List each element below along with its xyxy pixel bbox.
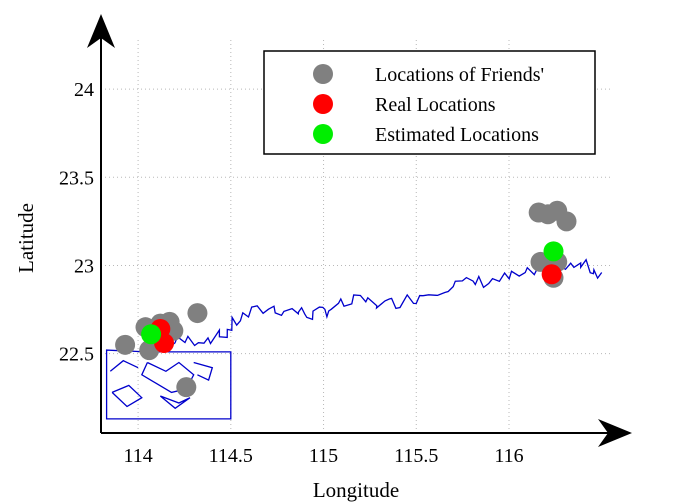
y-tick-label: 24 xyxy=(74,79,94,101)
coastline-main xyxy=(165,258,603,349)
friend-location-point xyxy=(556,211,577,232)
friend-location-point xyxy=(139,340,160,361)
x-tick-label: 114.5 xyxy=(209,445,253,467)
y-tick-label: 23 xyxy=(74,255,94,277)
grid-lines xyxy=(101,40,612,433)
y-tick-label: 23.5 xyxy=(59,167,94,189)
x-tick-label: 114 xyxy=(123,445,152,467)
legend-marker-friends xyxy=(313,64,333,84)
x-axis-arrowhead xyxy=(598,419,632,447)
data-points xyxy=(115,200,577,398)
coastline-saikung xyxy=(193,361,214,382)
coastline-hk-boundary xyxy=(105,349,232,420)
legend-marker-real xyxy=(313,94,333,114)
coastline-tuen-mun xyxy=(109,359,139,372)
friend-location-point xyxy=(176,377,197,398)
x-tick-label: 116 xyxy=(494,445,523,467)
y-tick-label: 22.5 xyxy=(59,344,94,366)
legend-label-friends: Locations of Friends' xyxy=(375,64,544,86)
coastline-island-west xyxy=(111,384,143,408)
legend-label-real: Real Locations xyxy=(375,94,496,116)
estimated-location-point xyxy=(543,241,564,262)
axes xyxy=(87,14,632,447)
x-tick-label: 115.5 xyxy=(394,445,438,467)
y-axis-arrowhead xyxy=(87,14,115,48)
legend: Locations of Friends' Real Locations Est… xyxy=(263,50,596,155)
x-tick-label: 115 xyxy=(309,445,338,467)
friend-location-point xyxy=(115,334,136,355)
x-axis-title: Longitude xyxy=(313,478,399,502)
real-location-point xyxy=(541,264,562,285)
legend-label-estimated: Estimated Locations xyxy=(375,124,539,146)
friend-location-point xyxy=(187,303,208,324)
coastline-hk-island xyxy=(159,395,191,410)
estimated-location-point xyxy=(141,324,162,345)
y-axis-title: Latitude xyxy=(14,203,38,273)
legend-marker-estimated xyxy=(313,124,333,144)
tick-labels: 114 114.5 115 115.5 116 22.5 23 23.5 24 xyxy=(59,79,524,467)
